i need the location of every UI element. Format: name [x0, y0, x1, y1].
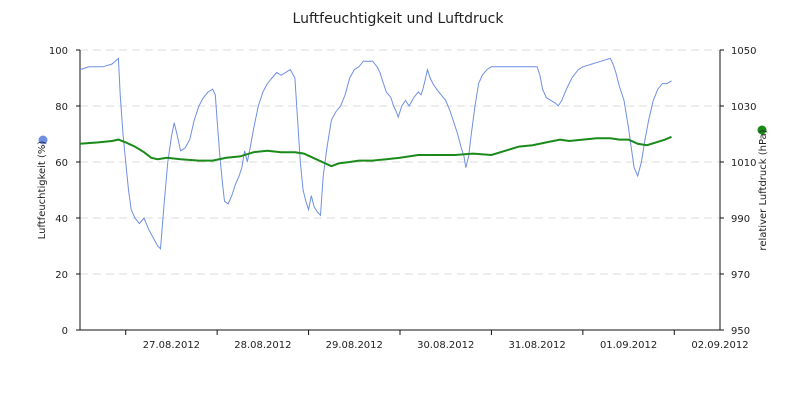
left-axis-label: Luftfeuchtigkeit (%)	[37, 141, 48, 240]
left-tick-label: 20	[55, 270, 68, 281]
x-tick-label: 02.09.2012	[691, 340, 748, 351]
x-tick-label: 01.09.2012	[600, 340, 657, 351]
x-tick-label: 31.08.2012	[509, 340, 566, 351]
left-tick-label: 0	[62, 326, 68, 337]
humidity-legend-dot	[38, 135, 48, 145]
x-tick-label: 27.08.2012	[143, 340, 200, 351]
left-tick-label: 100	[49, 46, 68, 57]
humidity-series-line	[79, 57, 672, 250]
gridlines	[80, 49, 720, 275]
pressure-legend-dot	[757, 125, 767, 135]
left-y-ticks: 0 20 40 60 80 100	[49, 46, 80, 337]
left-tick-label: 80	[55, 102, 68, 113]
right-tick-label: 1010	[731, 158, 756, 169]
right-tick-label: 990	[731, 214, 750, 225]
right-axis-label: relativer Luftdruck (hPa)	[758, 129, 769, 250]
x-ticks: 27.08.2012 28.08.2012 29.08.2012 30.08.2012…	[125, 330, 749, 351]
right-tick-label: 1050	[731, 46, 756, 57]
x-tick-label: 29.08.2012	[326, 340, 383, 351]
x-tick-label: 30.08.2012	[417, 340, 474, 351]
left-tick-label: 40	[55, 214, 68, 225]
chart-title: Luftfeuchtigkeit und Luftdruck	[293, 11, 505, 27]
right-tick-label: 970	[731, 270, 750, 281]
right-tick-label: 950	[731, 326, 750, 337]
x-tick-label: 28.08.2012	[234, 340, 291, 351]
right-tick-label: 1030	[731, 102, 756, 113]
pressure-series-line	[79, 135, 672, 168]
right-y-ticks: 950 970 990 1010 1030 1050	[720, 46, 756, 337]
left-tick-label: 60	[55, 158, 68, 169]
